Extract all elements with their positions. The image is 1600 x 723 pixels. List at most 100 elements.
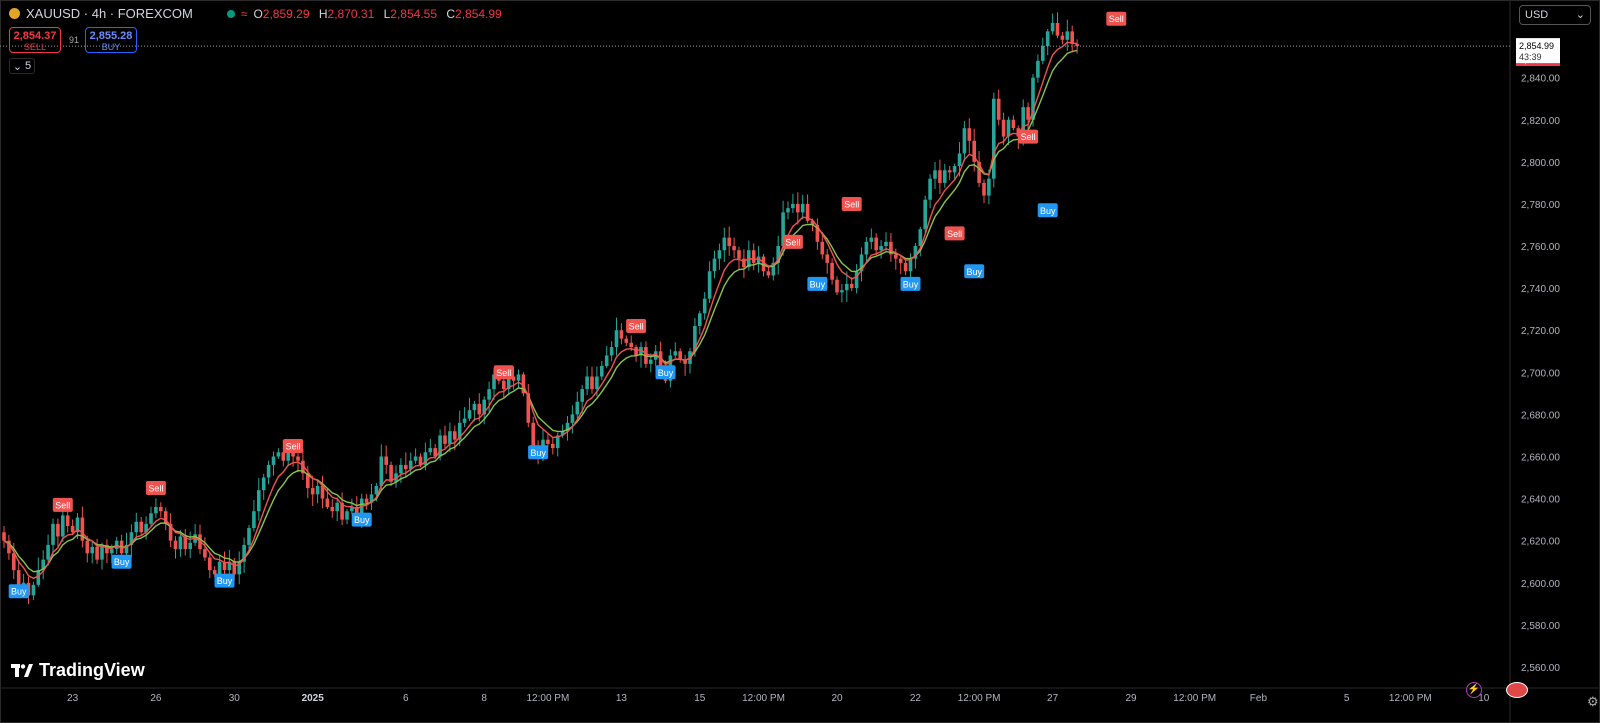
sell-signal-tag[interactable] xyxy=(52,497,73,512)
y-tick-label: 2,720.00 xyxy=(1521,326,1560,337)
candle-body xyxy=(673,351,678,356)
candle-body xyxy=(874,237,878,251)
candle-body xyxy=(105,544,109,554)
candle-body xyxy=(1045,31,1050,47)
candle-body xyxy=(159,507,163,512)
sell-price: 2,854.37 xyxy=(13,30,57,42)
y-tick-label: 2,560.00 xyxy=(1521,663,1560,674)
candle-body xyxy=(987,178,991,196)
candle-body xyxy=(85,540,90,554)
candle-body xyxy=(972,140,976,162)
sell-signal-tag[interactable] xyxy=(841,196,862,211)
candle-body xyxy=(585,376,589,390)
sell-signal-tag[interactable] xyxy=(283,438,304,453)
candle-body xyxy=(766,271,771,276)
candle-body xyxy=(604,355,609,366)
candle-body xyxy=(649,359,653,364)
x-tick-label: 12:00 PM xyxy=(1173,693,1216,704)
sell-signal-tag[interactable] xyxy=(1018,129,1039,144)
symbol-title[interactable]: XAUUSD · 4h · FOREXCOM xyxy=(26,6,193,21)
candle-body xyxy=(457,422,462,440)
sell-signal-tag[interactable] xyxy=(626,319,647,334)
candle-body xyxy=(144,523,148,533)
candle-body xyxy=(237,561,241,575)
candle-body xyxy=(683,359,687,364)
candle-body xyxy=(600,365,604,377)
buy-signal-tag[interactable] xyxy=(528,445,549,460)
buy-signal-tag[interactable] xyxy=(8,584,29,599)
candle-body xyxy=(61,515,65,537)
indicator-count: 5 xyxy=(25,60,32,72)
signal-label: Sell xyxy=(1021,132,1036,142)
sell-button[interactable]: 2,854.37 SELL xyxy=(9,27,61,53)
candle-body xyxy=(502,380,506,390)
candle-body xyxy=(776,246,780,263)
candle-body xyxy=(124,544,129,554)
candle-body xyxy=(261,477,266,491)
y-tick-label: 2,600.00 xyxy=(1521,579,1560,590)
candle-body xyxy=(90,546,94,554)
buy-signal-tag[interactable] xyxy=(964,264,985,279)
candle-body xyxy=(531,422,535,453)
buy-signal-tag[interactable] xyxy=(1037,203,1058,218)
candle-body xyxy=(222,561,227,571)
candle-body xyxy=(418,456,423,465)
buy-signal-tag[interactable] xyxy=(900,276,921,291)
sell-signal-tag[interactable] xyxy=(1106,11,1127,26)
candle-body xyxy=(1075,43,1079,47)
sell-signal-tag[interactable] xyxy=(782,234,803,249)
sell-signal-tag[interactable] xyxy=(145,481,166,496)
candle-body xyxy=(1060,35,1065,40)
candle-body xyxy=(639,347,643,356)
candle-body xyxy=(271,456,276,465)
buy-signal-tag[interactable] xyxy=(807,276,828,291)
gear-icon[interactable]: ⚙ xyxy=(1587,694,1599,709)
candle-body xyxy=(707,271,712,299)
candle-body xyxy=(163,511,168,524)
us-flag-icon[interactable] xyxy=(1506,682,1528,698)
candle-body xyxy=(399,464,403,474)
buy-button[interactable]: 2,855.28 BUY xyxy=(85,27,137,53)
candle-body xyxy=(31,584,36,596)
tradingview-logo-icon xyxy=(11,663,33,677)
y-tick-label: 2,660.00 xyxy=(1521,452,1560,463)
candle-body xyxy=(722,237,727,251)
buy-signal-tag[interactable] xyxy=(655,365,676,380)
x-tick-label: 5 xyxy=(1344,693,1350,704)
currency-selector[interactable]: USD ⌄ xyxy=(1519,5,1591,25)
candle-body xyxy=(296,456,300,461)
sell-signal-tag[interactable] xyxy=(944,226,965,241)
buy-signal-tag[interactable] xyxy=(214,573,235,588)
candle-body xyxy=(12,553,16,571)
candle-body xyxy=(345,511,349,520)
x-tick-label: 23 xyxy=(67,693,79,704)
buy-signal-tag[interactable] xyxy=(351,512,372,527)
y-tick-label: 2,780.00 xyxy=(1521,200,1560,211)
candle-body xyxy=(791,203,795,209)
indicators-toggle-button[interactable]: ⌄ 5 xyxy=(9,58,35,74)
lightning-icon[interactable]: ⚡ xyxy=(1466,682,1482,698)
candle-body xyxy=(996,98,1001,120)
candle-body xyxy=(1026,107,1030,120)
candle-body xyxy=(100,544,104,560)
candle-body xyxy=(208,557,212,571)
sell-signal-tag[interactable] xyxy=(493,365,514,380)
candle-body xyxy=(962,128,967,154)
candle-body xyxy=(16,570,21,587)
candle-body xyxy=(947,170,952,173)
spread-value: 91 xyxy=(69,35,80,45)
buy-signal-tag[interactable] xyxy=(111,554,132,569)
candle-body xyxy=(95,546,99,560)
candle-body xyxy=(805,203,810,221)
candle-body xyxy=(845,283,849,291)
candle-body xyxy=(70,525,75,533)
x-tick-label: 15 xyxy=(694,693,706,704)
candle-body xyxy=(913,246,918,259)
signal-label: Buy xyxy=(966,267,982,277)
candle-body xyxy=(560,431,565,436)
candle-body xyxy=(800,203,805,213)
signal-label: Sell xyxy=(785,237,800,247)
candle-body xyxy=(1001,119,1006,137)
y-tick-label: 2,740.00 xyxy=(1521,284,1560,295)
